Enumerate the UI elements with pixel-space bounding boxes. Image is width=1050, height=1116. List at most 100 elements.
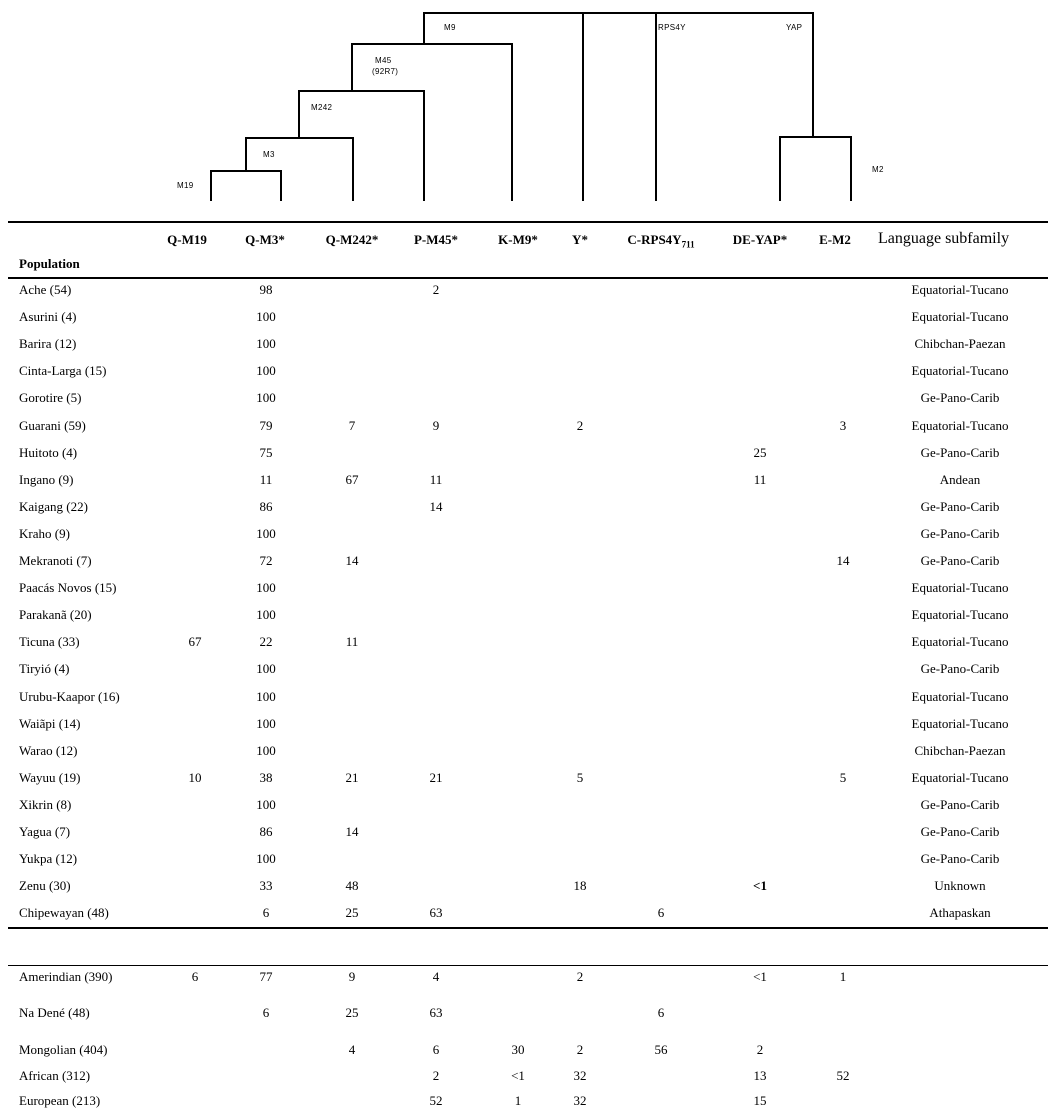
row-language: Unknown bbox=[934, 878, 986, 894]
col-header-c-rps4y: C-RPS4Y711 bbox=[627, 232, 694, 250]
row-value: 11 bbox=[259, 471, 273, 487]
row-value: 11 bbox=[345, 634, 359, 650]
row-value: 67 bbox=[345, 471, 359, 487]
row-population: Yagua (7) bbox=[19, 824, 71, 839]
branch-root bbox=[583, 12, 814, 137]
row-population: Waiãpi (14) bbox=[19, 715, 81, 731]
row-population: African (312) bbox=[19, 1068, 91, 1083]
header-bottom-rule bbox=[8, 277, 1048, 279]
row-value: 14 bbox=[345, 553, 359, 568]
row-population: Parakanã (20) bbox=[19, 607, 92, 623]
row-language: Ge-Pano-Carib bbox=[920, 498, 1000, 514]
row-value: 2 bbox=[576, 417, 584, 433]
row-language: Equatorial-Tucano bbox=[911, 363, 1009, 379]
label-m45-alt: (92R7) bbox=[372, 67, 398, 76]
row-language: Chibchan-Paezan bbox=[914, 742, 1006, 758]
row-value: 9 bbox=[432, 417, 440, 433]
row-value: 10 bbox=[188, 769, 202, 785]
row-language: Equatorial-Tucano bbox=[911, 309, 1009, 325]
row-value: 6 bbox=[657, 905, 665, 921]
row-value: 22 bbox=[259, 634, 273, 650]
label-m9: M9 bbox=[444, 23, 456, 32]
row-language: Equatorial-Tucano bbox=[911, 580, 1009, 596]
col-header-c-rps4y-subscript: 711 bbox=[681, 239, 695, 250]
row-value: 38 bbox=[259, 769, 273, 785]
row-value: 21 bbox=[429, 769, 443, 785]
row-population: Asurini (4) bbox=[19, 309, 77, 325]
row-language: Ge-Pano-Carib bbox=[920, 796, 1000, 812]
row-population: Barira (12) bbox=[19, 336, 77, 352]
row-value: 100 bbox=[256, 742, 276, 758]
row-value: 86 bbox=[259, 498, 273, 514]
row-population: Kraho (9) bbox=[19, 525, 70, 541]
row-value: 25 bbox=[345, 905, 359, 921]
row-population: Tiryió (4) bbox=[19, 661, 70, 677]
row-value: 56 bbox=[654, 1042, 668, 1057]
col-header-de-yap: DE-YAP* bbox=[732, 232, 788, 247]
row-value: 75 bbox=[259, 444, 273, 460]
body-bottom-rule bbox=[8, 927, 1048, 929]
row-language: Ge-Pano-Carib bbox=[920, 525, 1000, 541]
row-value: 11 bbox=[429, 471, 443, 487]
row-population: Gorotire (5) bbox=[19, 390, 82, 406]
col-header-q-m242: Q-M242* bbox=[325, 232, 379, 247]
row-value: 1 bbox=[839, 969, 847, 984]
row-value: 100 bbox=[256, 607, 276, 623]
row-value: 32 bbox=[573, 1093, 587, 1108]
row-language: Chibchan-Paezan bbox=[914, 336, 1006, 352]
col-header-q-m19: Q-M19 bbox=[167, 232, 207, 247]
branch-m3 bbox=[245, 137, 354, 201]
label-m2: M2 bbox=[872, 165, 884, 174]
row-language: Ge-Pano-Carib bbox=[920, 553, 1000, 568]
row-population: Yukpa (12) bbox=[19, 851, 78, 867]
row-population: Zenu (30) bbox=[19, 878, 71, 894]
row-value: 98 bbox=[259, 282, 273, 297]
row-value: 100 bbox=[256, 525, 276, 541]
row-value: 6 bbox=[262, 905, 270, 921]
row-value: 72 bbox=[259, 553, 273, 568]
label-m242: M242 bbox=[311, 103, 332, 112]
row-value: <1 bbox=[753, 969, 767, 984]
col-header-language: Language subfamily bbox=[878, 230, 1010, 247]
row-population: Chipewayan (48) bbox=[19, 905, 109, 921]
row-population: Ingano (9) bbox=[19, 471, 74, 487]
row-value: 1 bbox=[514, 1093, 522, 1108]
col-header-c-rps4y-text: C-RPS4Y bbox=[627, 232, 682, 247]
col-header-population: Population bbox=[19, 256, 80, 271]
row-value: 14 bbox=[836, 553, 850, 568]
row-value: 100 bbox=[256, 851, 276, 867]
row-value: 15 bbox=[753, 1093, 767, 1108]
row-population: Amerindian (390) bbox=[19, 969, 113, 984]
row-value: 9 bbox=[348, 969, 356, 984]
row-language: Ge-Pano-Carib bbox=[920, 444, 1000, 460]
row-value: 100 bbox=[256, 796, 276, 812]
row-value: 4 bbox=[432, 969, 440, 984]
haplogroup-tree: M19 M3 M242 M45 (92R7) M9 RPS4Y YAP M2 bbox=[177, 12, 884, 201]
row-value: 2 bbox=[576, 969, 584, 984]
row-language: Equatorial-Tucano bbox=[911, 607, 1009, 623]
row-language: Ge-Pano-Carib bbox=[920, 824, 1000, 839]
table-top-rule bbox=[8, 221, 1048, 223]
row-value: 52 bbox=[836, 1068, 850, 1083]
row-value: 100 bbox=[256, 309, 276, 325]
row-language: Ge-Pano-Carib bbox=[920, 661, 1000, 677]
row-value: 33 bbox=[259, 878, 273, 894]
row-value: <1 bbox=[753, 878, 767, 894]
row-population: Wayuu (19) bbox=[19, 769, 81, 785]
row-value: 67 bbox=[188, 634, 202, 650]
row-population: Huitoto (4) bbox=[19, 444, 78, 460]
row-population: Guarani (59) bbox=[19, 417, 86, 433]
row-population: Cinta-Larga (15) bbox=[19, 363, 107, 379]
row-population: Urubu-Kaapor (16) bbox=[19, 688, 120, 704]
row-value: 100 bbox=[256, 336, 276, 352]
row-value: 14 bbox=[429, 498, 443, 514]
row-value: 18 bbox=[573, 878, 587, 894]
col-header-k-m9: K-M9* bbox=[498, 232, 538, 247]
row-value: 2 bbox=[432, 1068, 440, 1083]
row-value: 2 bbox=[432, 282, 440, 297]
col-header-e-m2: E-M2 bbox=[819, 232, 851, 247]
row-value: 21 bbox=[345, 769, 359, 785]
row-value: 32 bbox=[573, 1068, 587, 1083]
row-value: 14 bbox=[345, 824, 359, 839]
row-population: Mekranoti (7) bbox=[19, 553, 92, 568]
